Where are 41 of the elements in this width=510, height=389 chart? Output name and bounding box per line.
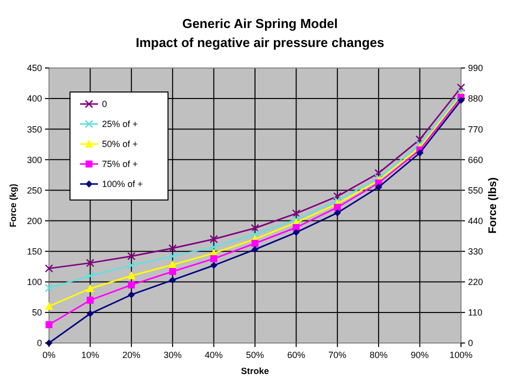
chart-subtitle: Impact of negative air pressure changes <box>136 35 384 50</box>
y-tick-label: 0 <box>36 338 42 348</box>
legend-label: 75% of + <box>102 159 138 170</box>
legend-label: 25% of + <box>102 119 138 130</box>
y2-tick-label: 330 <box>468 246 484 256</box>
y2-tick-label: 0 <box>468 338 474 348</box>
y-tick-label: 450 <box>26 63 42 74</box>
legend-label: 0 <box>102 99 108 110</box>
y-tick-label: 300 <box>26 154 42 165</box>
x-tick-label: 40% <box>204 350 223 360</box>
x-tick-label: 50% <box>246 350 264 360</box>
x-tick-label: 100% <box>449 350 473 360</box>
y2-tick-label: 880 <box>468 94 484 104</box>
y-tick-label: 100 <box>26 277 42 288</box>
x-tick-label: 70% <box>328 350 346 360</box>
y2-tick-label: 220 <box>468 277 484 288</box>
y-axis-title: Force (kg) <box>8 184 18 228</box>
x-tick-label: 90% <box>410 350 429 360</box>
y2-tick-label: 550 <box>468 185 484 196</box>
chart-title: Generic Air Spring Model <box>182 16 338 31</box>
y-tick-label: 250 <box>26 185 42 196</box>
y2-tick-label: 440 <box>468 216 484 226</box>
legend-label: 50% of + <box>102 139 138 150</box>
y-tick-label: 400 <box>26 94 42 104</box>
y2-tick-label: 110 <box>468 308 482 318</box>
x-axis-title: Stroke <box>240 366 270 376</box>
legend-label: 100% of + <box>102 179 143 190</box>
y2-tick-label: 660 <box>468 154 484 165</box>
x-tick-label: 10% <box>81 350 100 360</box>
x-tick-label: 80% <box>370 350 388 360</box>
y2-tick-label: 990 <box>468 63 484 74</box>
x-tick-label: 0% <box>42 350 56 360</box>
x-tick-label: 30% <box>164 350 182 360</box>
y-tick-label: 200 <box>26 216 42 226</box>
y2-axis-title: Force (lbs) <box>487 177 499 234</box>
x-tick-label: 20% <box>122 350 140 360</box>
y-tick-label: 350 <box>26 124 42 134</box>
x-tick-label: 60% <box>287 350 306 360</box>
y2-tick-label: 770 <box>468 124 484 134</box>
y-tick-label: 50 <box>32 308 42 318</box>
y-tick-label: 150 <box>26 246 42 256</box>
